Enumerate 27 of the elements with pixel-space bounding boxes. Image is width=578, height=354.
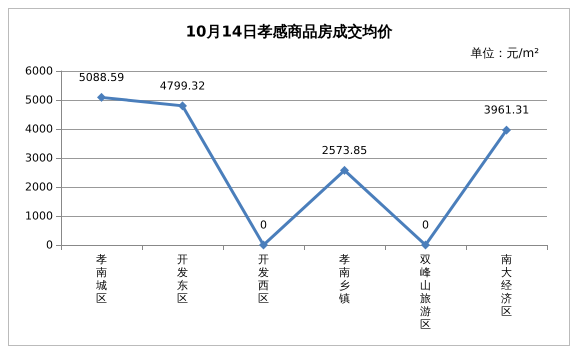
x-tick-label: 孝南城区 [95, 253, 107, 305]
y-tick-label: 1000 [25, 210, 53, 222]
x-tick-label: 双峰山旅游区 [420, 253, 431, 331]
x-tick-label: 孝南乡镇 [338, 253, 350, 305]
data-label: 0 [422, 218, 429, 232]
y-tick-label: 6000 [25, 64, 53, 78]
x-tick-label: 开发东区 [177, 253, 188, 305]
point [178, 101, 187, 110]
y-tick-label: 0 [46, 238, 53, 252]
y-tick-label: 3000 [25, 152, 53, 164]
data-label: 5088.59 [78, 70, 124, 84]
chart-title: 10月14日孝感商品房成交均价 [186, 22, 394, 40]
point [421, 240, 430, 250]
data-label: 4799.32 [160, 79, 206, 92]
point [97, 92, 106, 102]
text: 单位：元/m² [470, 46, 540, 60]
data-label: 2573.85 [322, 144, 368, 157]
data-label: 3961.31 [484, 104, 530, 117]
point [259, 240, 268, 250]
x-tick-label: 开发西区 [258, 253, 269, 305]
y-tick-label: 2000 [25, 180, 53, 194]
x-tick-label: 南大经济区 [501, 253, 512, 318]
y-tick-label: 4000 [25, 122, 53, 136]
data-label: 0 [260, 218, 267, 232]
point [502, 126, 511, 135]
y-tick-label: 5000 [25, 94, 53, 106]
point [340, 166, 349, 175]
